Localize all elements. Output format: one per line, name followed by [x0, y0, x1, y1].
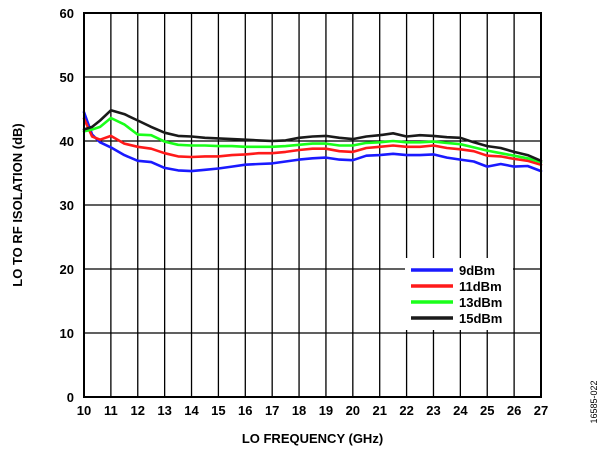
series-line-9dbm — [82, 110, 543, 173]
x-tick-label: 21 — [372, 403, 386, 418]
y-tick-label: 0 — [67, 390, 74, 405]
y-tick-labels: 0 10 20 30 40 50 60 — [60, 6, 74, 405]
x-tick-label: 25 — [480, 403, 494, 418]
x-tick-label: 22 — [399, 403, 413, 418]
y-tick-label: 20 — [60, 262, 74, 277]
x-tick-label: 27 — [534, 403, 548, 418]
y-axis-label: LO TO RF ISOLATION (dB) — [10, 123, 25, 286]
y-tick-label: 60 — [60, 6, 74, 21]
legend-label: 11dBm — [459, 279, 502, 294]
series-line-13dbm — [82, 116, 543, 164]
x-tick-label: 13 — [157, 403, 171, 418]
x-tick-labels: 10 11 12 13 14 15 16 17 18 19 20 21 22 23 24 25 26 27 — [77, 403, 548, 418]
x-tick-label: 11 — [104, 403, 118, 418]
legend-label: 13dBm — [459, 295, 502, 310]
x-tick-label: 18 — [292, 403, 306, 418]
x-tick-label: 15 — [211, 403, 225, 418]
x-tick-label: 12 — [131, 403, 145, 418]
legend-label: 15dBm — [459, 311, 502, 326]
grid — [83, 12, 542, 398]
y-tick-label: 30 — [60, 198, 74, 213]
plot-frame — [83, 12, 542, 398]
series-line-11dbm — [82, 117, 543, 166]
legend-label: 9dBm — [459, 263, 495, 278]
y-tick-label: 40 — [60, 134, 74, 149]
x-tick-label: 24 — [453, 403, 468, 418]
y-tick-label: 50 — [60, 70, 74, 85]
x-tick-label: 16 — [238, 403, 252, 418]
x-tick-label: 23 — [426, 403, 440, 418]
y-tick-label: 10 — [60, 326, 74, 341]
x-tick-label: 14 — [184, 403, 199, 418]
x-tick-label: 17 — [265, 403, 279, 418]
figure-id: 16585-022 — [589, 380, 599, 423]
x-tick-label: 19 — [319, 403, 333, 418]
x-tick-label: 10 — [77, 403, 91, 418]
x-axis-label: LO FREQUENCY (GHz) — [242, 431, 383, 446]
x-tick-label: 20 — [346, 403, 360, 418]
series-lines — [82, 109, 543, 173]
x-tick-label: 26 — [507, 403, 521, 418]
series-line-15dbm — [82, 109, 543, 163]
